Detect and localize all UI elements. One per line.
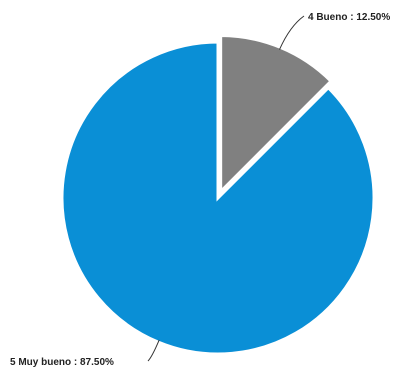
pie-slices [62,36,374,354]
slice-label-1: 5 Muy bueno : 87.50% [10,357,114,368]
slice-label-0: 4 Bueno : 12.50% [308,12,390,23]
leader-line-1 [148,340,159,361]
leader-line-0 [279,16,304,50]
pie-slice-5-muy-bueno [62,42,374,354]
